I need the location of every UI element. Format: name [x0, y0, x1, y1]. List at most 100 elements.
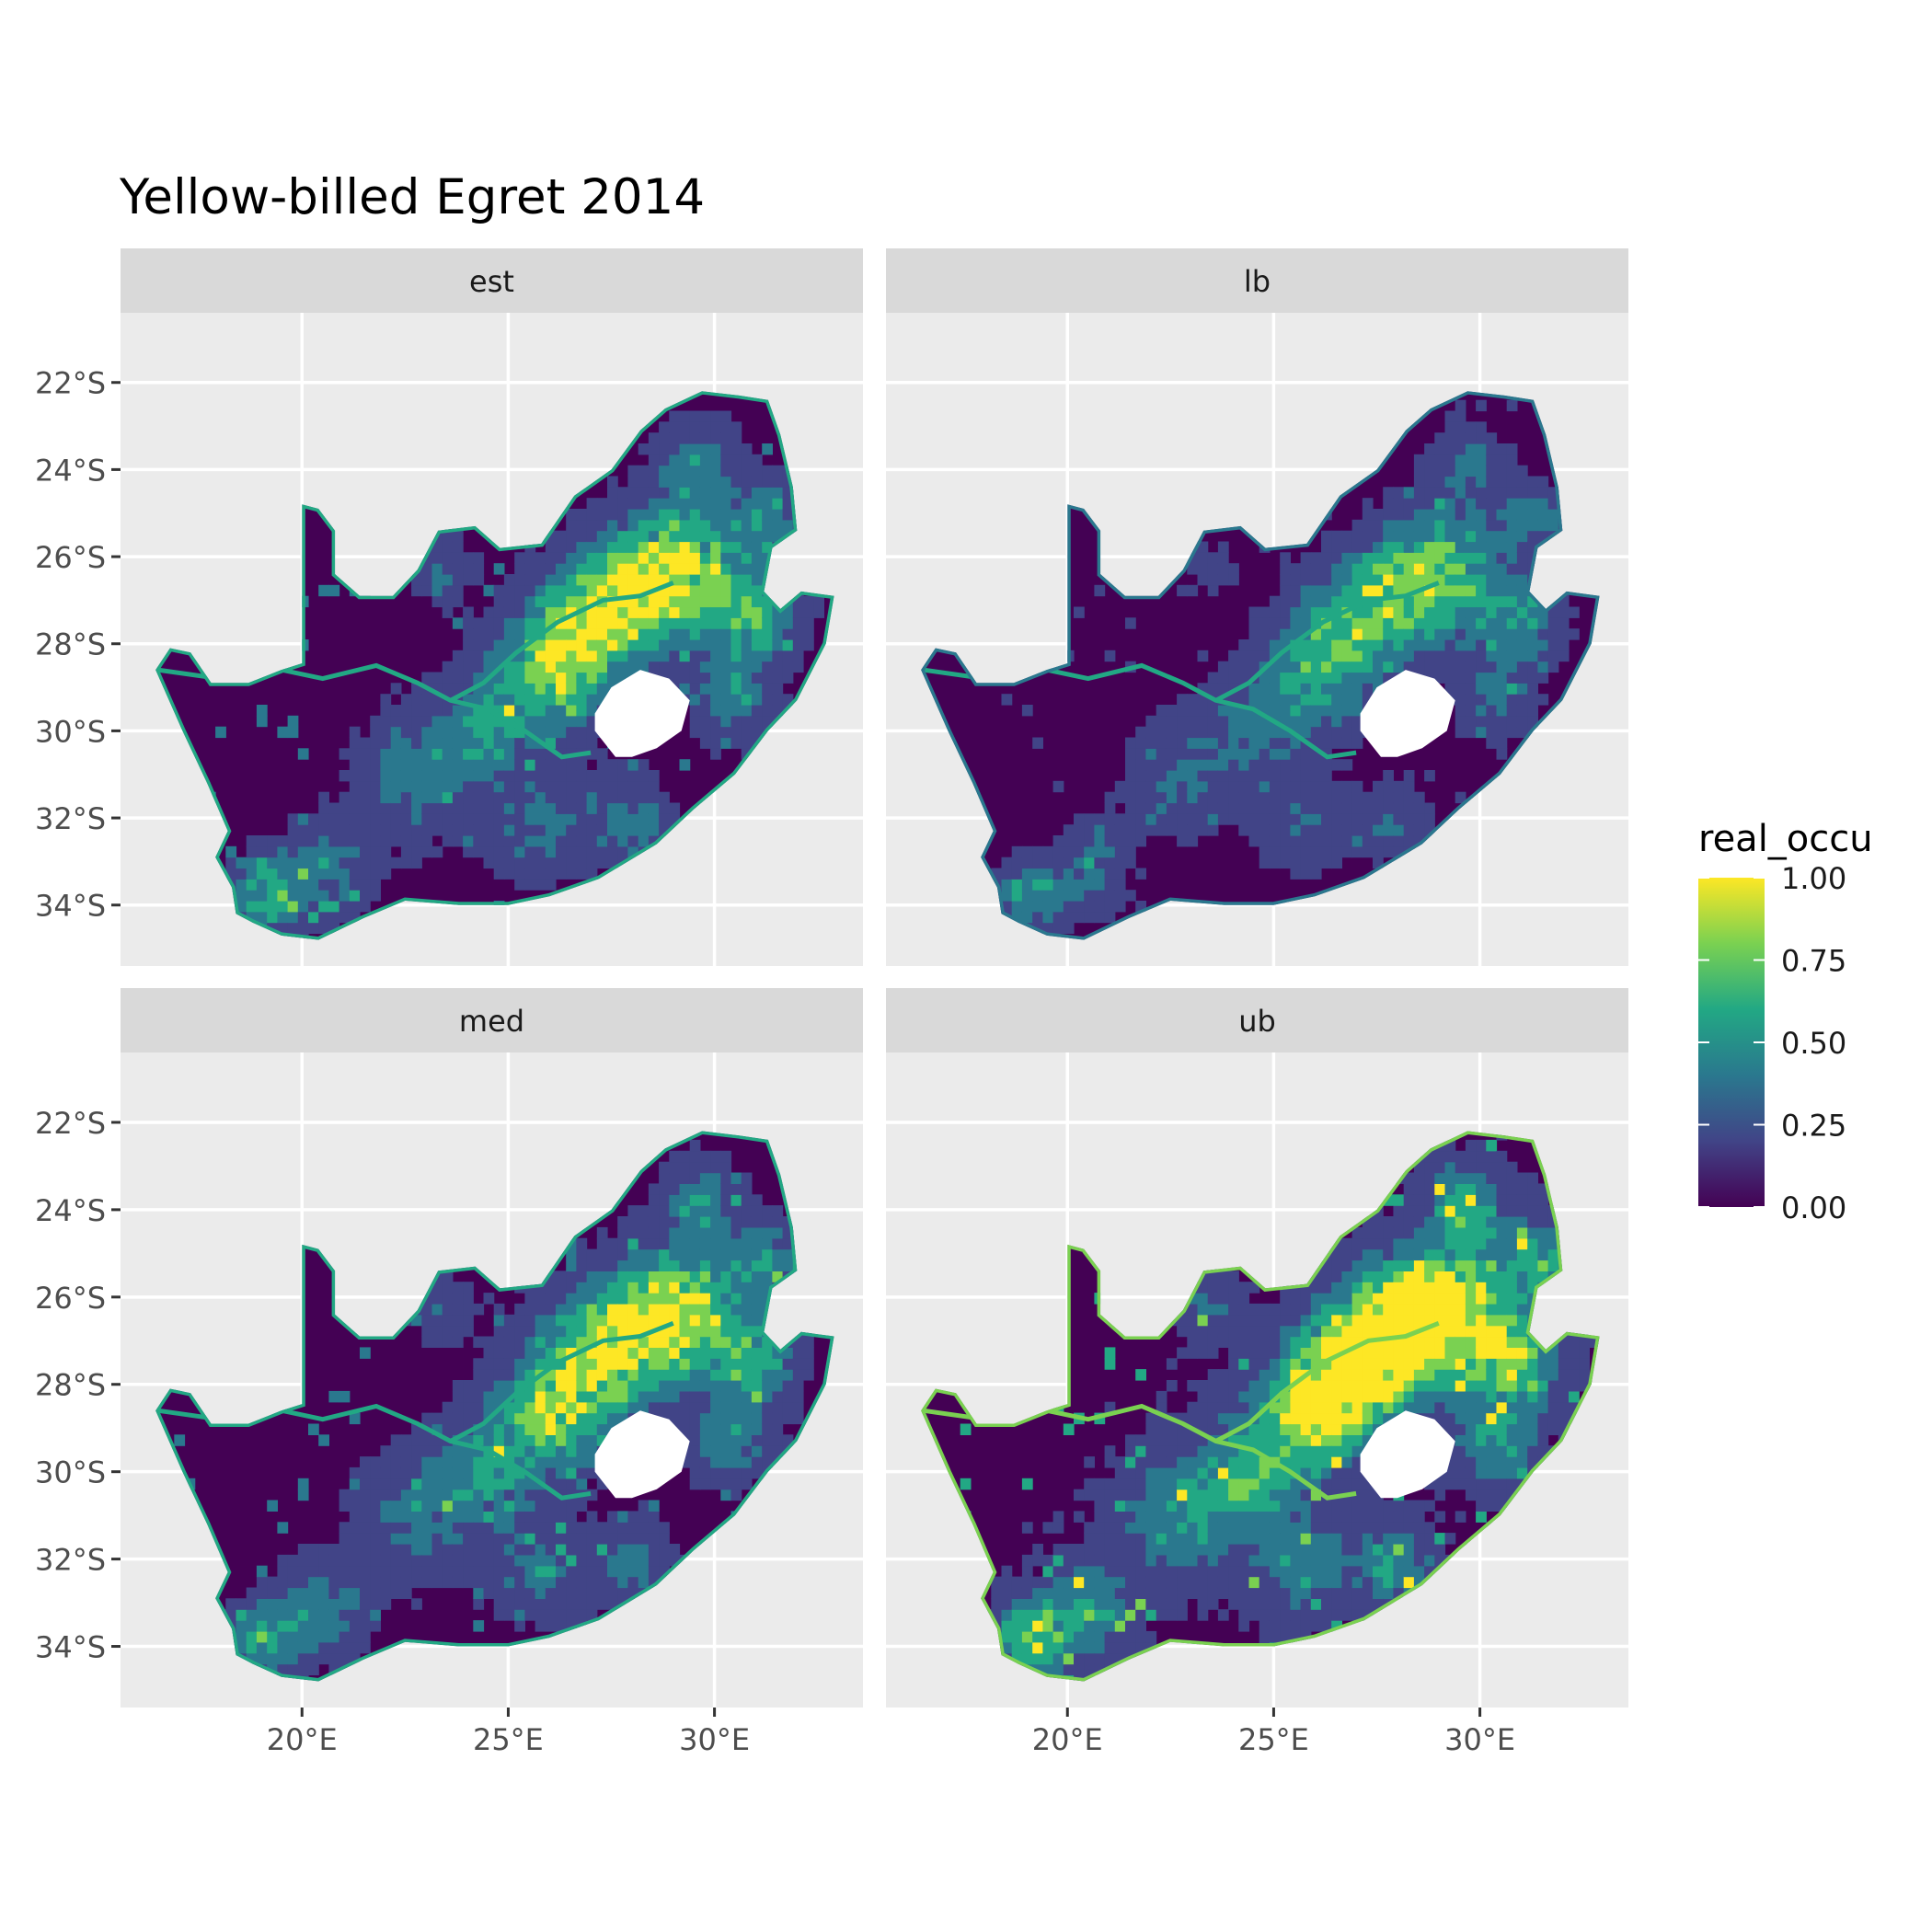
raster-cell — [225, 1609, 237, 1621]
raster-cell — [566, 780, 577, 793]
raster-cell — [699, 1336, 711, 1348]
raster-cell — [1001, 890, 1013, 902]
raster-cell — [1434, 584, 1446, 597]
raster-cell — [1373, 813, 1384, 825]
raster-cell — [710, 574, 721, 586]
raster-cell — [1125, 890, 1136, 902]
raster-cell — [524, 1533, 536, 1545]
raster-cell — [524, 879, 536, 891]
raster-cell — [699, 1271, 711, 1282]
raster-cell — [689, 726, 701, 739]
raster-cell — [1217, 1434, 1229, 1446]
raster-cell — [638, 1544, 650, 1556]
raster-cell — [1300, 683, 1312, 695]
raster-cell — [493, 748, 505, 760]
raster-cell — [1125, 1445, 1136, 1457]
raster-cell — [586, 1587, 598, 1599]
raster-cell — [493, 1412, 505, 1425]
raster-cell — [1290, 617, 1302, 629]
raster-cell — [576, 1609, 588, 1621]
raster-cell — [762, 705, 773, 717]
raster-cell — [762, 1434, 773, 1446]
raster-cell — [1177, 748, 1188, 760]
raster-cell — [648, 1565, 660, 1578]
raster-cell — [318, 1544, 329, 1556]
raster-cell — [659, 606, 670, 618]
raster-cell — [576, 1456, 588, 1468]
raster-cell — [1547, 639, 1559, 651]
raster-cell — [493, 694, 505, 706]
raster-cell — [638, 443, 650, 455]
raster-cell — [596, 1565, 608, 1578]
raster-cell — [380, 780, 392, 793]
raster-cell — [556, 813, 567, 825]
raster-cell — [1300, 857, 1312, 869]
raster-cell — [545, 879, 557, 891]
raster-cell — [659, 487, 670, 499]
raster-cell — [1373, 574, 1384, 586]
raster-cell — [699, 563, 711, 575]
raster-cell — [503, 1544, 515, 1556]
raster-cell — [1104, 650, 1116, 662]
raster-cell — [617, 845, 628, 858]
raster-cell — [1383, 824, 1394, 836]
raster-cell — [535, 1620, 546, 1632]
raster-cell — [1104, 879, 1116, 891]
raster-cell — [463, 824, 474, 836]
raster-cell — [720, 1271, 732, 1282]
raster-cell — [1351, 541, 1363, 553]
raster-cell — [1465, 672, 1477, 684]
raster-cell — [1331, 1271, 1342, 1282]
raster-cell — [1074, 1489, 1085, 1501]
raster-cell — [267, 857, 278, 869]
raster-cell — [617, 1336, 628, 1348]
raster-cell — [710, 1336, 721, 1348]
raster-cell — [1217, 715, 1229, 728]
raster-cell — [617, 563, 628, 575]
raster-cell — [720, 1226, 732, 1239]
raster-cell — [493, 824, 505, 836]
raster-cell — [720, 661, 732, 673]
raster-cell — [762, 443, 773, 455]
raster-cell — [648, 835, 660, 847]
raster-cell — [556, 1609, 567, 1621]
raster-cell — [762, 1456, 773, 1468]
raster-cell — [256, 1641, 268, 1654]
raster-cell — [1424, 661, 1435, 673]
raster-cell — [493, 845, 505, 858]
raster-cell — [576, 541, 588, 553]
raster-cell — [390, 780, 402, 793]
raster-cell — [1166, 759, 1178, 771]
raster-cell — [1217, 1554, 1229, 1567]
raster-cell — [524, 802, 536, 814]
raster-cell — [1424, 617, 1435, 629]
raster-cell — [287, 1609, 299, 1621]
raster-cell — [514, 1554, 525, 1567]
raster-cell — [1321, 857, 1332, 869]
raster-cell — [586, 519, 598, 532]
raster-cell — [1331, 1347, 1342, 1359]
raster-cell — [545, 1293, 557, 1305]
raster-cell — [648, 1369, 660, 1381]
raster-cell — [370, 1533, 381, 1545]
raster-cell — [463, 1293, 474, 1305]
raster-cell — [1187, 737, 1199, 749]
raster-cell — [720, 421, 732, 433]
raster-cell — [1228, 802, 1239, 814]
raster-cell — [1197, 770, 1209, 782]
raster-cell — [1341, 1598, 1353, 1610]
raster-cell — [556, 868, 567, 880]
raster-cell — [370, 1466, 381, 1479]
raster-cell — [1373, 835, 1384, 847]
raster-cell — [1104, 791, 1116, 804]
raster-cell — [1074, 813, 1085, 825]
raster-cell — [1310, 737, 1322, 749]
raster-cell — [556, 1445, 567, 1457]
raster-cell — [1104, 1641, 1116, 1654]
raster-cell — [1300, 1434, 1312, 1446]
raster-cell — [556, 715, 567, 728]
raster-cell — [1238, 1293, 1250, 1305]
raster-cell — [514, 650, 525, 662]
raster-cell — [1393, 802, 1405, 814]
raster-cell — [617, 1522, 628, 1534]
